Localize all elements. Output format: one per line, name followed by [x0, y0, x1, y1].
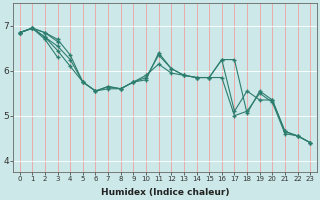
- X-axis label: Humidex (Indice chaleur): Humidex (Indice chaleur): [101, 188, 229, 197]
